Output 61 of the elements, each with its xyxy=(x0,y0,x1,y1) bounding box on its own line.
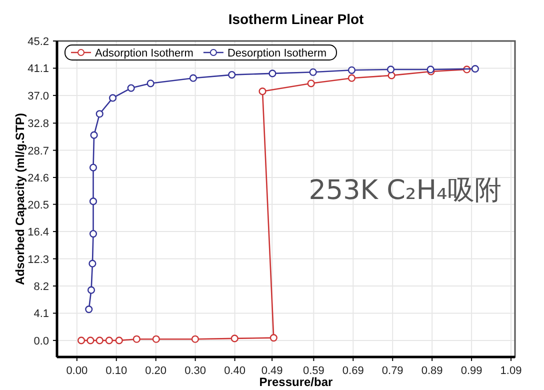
x-axis-title: Pressure/bar xyxy=(259,375,334,389)
x-tick-label: 0.59 xyxy=(302,365,324,377)
x-tick-label: 0.99 xyxy=(460,365,482,377)
x-tick-label: 0.30 xyxy=(184,365,206,377)
point xyxy=(228,70,236,79)
point xyxy=(89,230,98,238)
y-tick-label: 24.6 xyxy=(28,172,49,184)
point xyxy=(471,65,479,73)
point xyxy=(86,336,94,344)
chart-title: Isotherm Linear Plot xyxy=(228,11,364,27)
point xyxy=(85,306,93,314)
point xyxy=(258,88,266,96)
point xyxy=(127,84,135,92)
x-tick-label: 0.79 xyxy=(382,365,404,377)
x-tick-label: 0.00 xyxy=(66,365,88,377)
x-tick-label: 0.49 xyxy=(261,365,283,377)
point xyxy=(146,80,154,88)
point xyxy=(89,164,98,172)
y-tick-label: 28.7 xyxy=(28,145,49,158)
y-tick-label: 4.1 xyxy=(34,308,49,320)
y-tick-label: 12.3 xyxy=(28,254,49,266)
point xyxy=(115,336,123,344)
point xyxy=(89,198,98,206)
x-tick-label: 0.40 xyxy=(224,365,246,377)
y-tick-label: 32.8 xyxy=(28,118,49,130)
y-tick-label: 45.2 xyxy=(28,36,49,48)
y-tick-label: 0.0 xyxy=(34,335,49,348)
y-tick-label: 16.4 xyxy=(28,226,49,239)
point xyxy=(348,74,356,82)
point xyxy=(348,66,356,74)
point xyxy=(87,286,96,294)
point xyxy=(77,336,86,344)
point xyxy=(268,70,276,78)
point xyxy=(191,335,199,343)
x-tick-label: 0.69 xyxy=(342,365,364,377)
legend-label: Desorption Isotherm xyxy=(227,48,326,60)
y-tick-label: 20.5 xyxy=(28,199,49,212)
x-tick-label: 0.89 xyxy=(421,365,443,377)
point xyxy=(90,131,98,139)
point xyxy=(230,334,238,342)
point xyxy=(270,334,278,342)
point xyxy=(152,335,160,343)
y-tick-label: 8.2 xyxy=(34,280,49,293)
annotation: 253K C₂H₄吸附 xyxy=(308,175,502,206)
point xyxy=(132,335,140,343)
y-axis-title: Adsorbed Capacity (ml/g.STP) xyxy=(13,112,27,286)
point xyxy=(96,110,104,118)
point xyxy=(307,80,315,88)
point xyxy=(96,336,104,344)
x-tick-label: 1.09 xyxy=(500,365,522,377)
point xyxy=(386,66,395,74)
point xyxy=(108,94,117,102)
y-tick-label: 37.0 xyxy=(28,90,49,102)
legend-label: Adsorption Isotherm xyxy=(95,48,194,60)
point xyxy=(105,336,113,344)
x-tick-label: 0.20 xyxy=(145,365,167,377)
point xyxy=(88,260,96,268)
y-tick-label: 41.1 xyxy=(28,63,49,76)
point xyxy=(189,74,198,82)
point xyxy=(309,68,317,76)
x-tick-label: 0.10 xyxy=(106,365,128,377)
